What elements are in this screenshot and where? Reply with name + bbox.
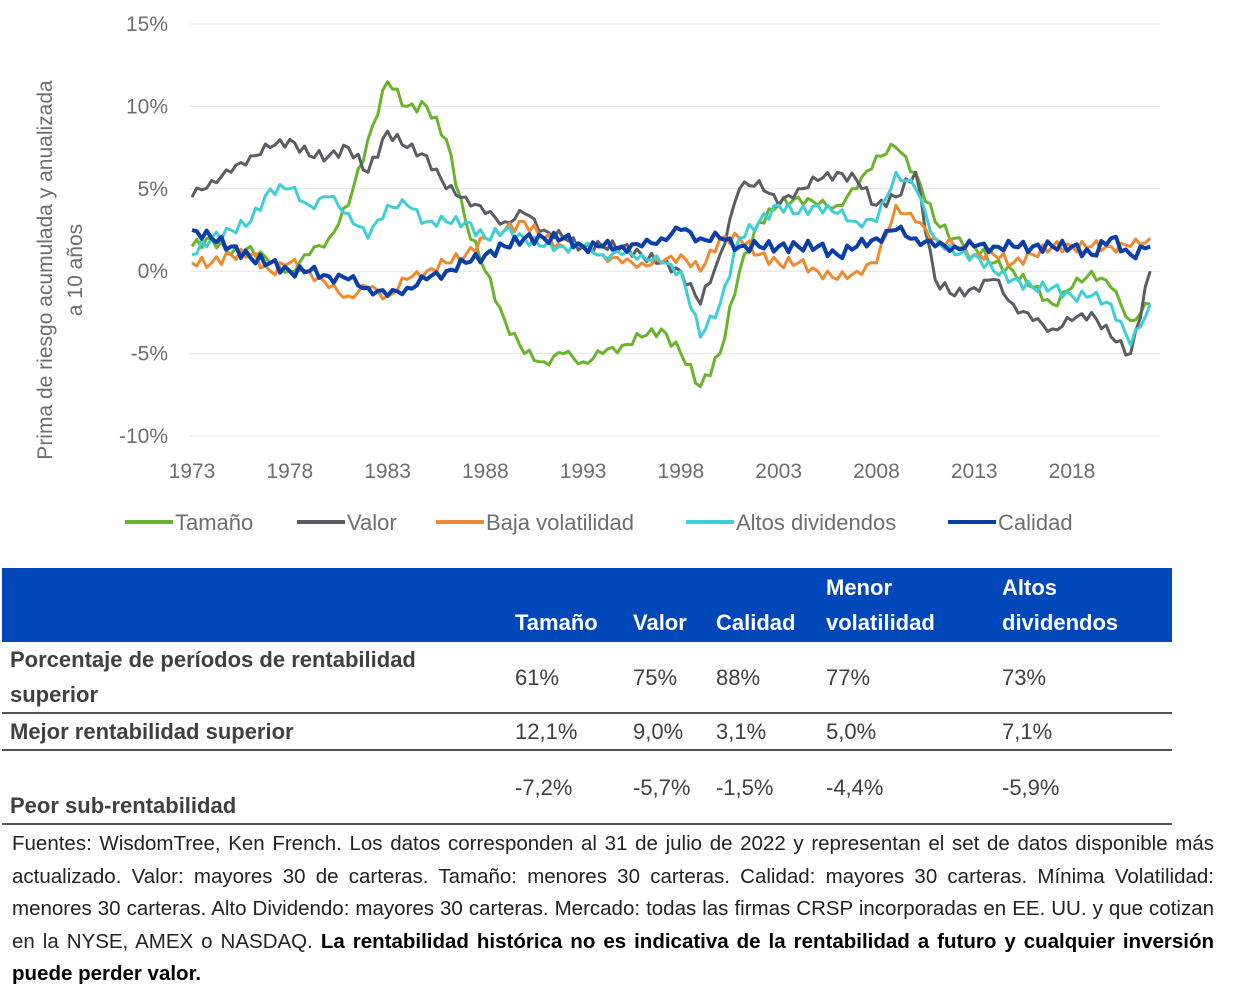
y-axis-label: Prima de riesgo acumulada y anualizada a … xyxy=(34,80,87,460)
table-cell: -1,5% xyxy=(708,750,818,825)
table-cell: 12,1% xyxy=(507,713,625,751)
factor-premium-chart: 15% 10% 5% 0% -5% -10% 1973 1978 1983 1988 1993 19… xyxy=(34,13,1160,535)
legend-label: Calidad xyxy=(998,510,1073,535)
table-cell: -5,7% xyxy=(625,750,708,825)
factor-stats-table: Tamaño Valor Calidad Menor volatilidad A… xyxy=(2,568,1172,825)
x-tick-label: 1978 xyxy=(266,460,313,483)
row-label: Peor sub-rentabilidad xyxy=(2,750,507,825)
x-tick-label: 1998 xyxy=(658,460,705,483)
series-line-altos-dividendos xyxy=(191,170,1152,347)
row-label: Mejor rentabilidad superior xyxy=(2,713,507,751)
table-cell: 7,1% xyxy=(994,713,1172,751)
legend-label: Baja volatilidad xyxy=(486,510,634,535)
footnote: Fuentes: WisdomTree, Ken French. Los dat… xyxy=(12,828,1214,991)
x-tick-label: 2018 xyxy=(1049,460,1096,483)
table-cell: 88% xyxy=(708,642,818,714)
x-tick-label: 2003 xyxy=(755,460,802,483)
series-line-calidad xyxy=(191,224,1151,298)
header-calidad: Calidad xyxy=(708,568,818,642)
y-tick-label: 0% xyxy=(138,260,168,283)
legend-label: Valor xyxy=(347,510,397,535)
footnote-text: Fuentes: WisdomTree, Ken French. Los dat… xyxy=(12,832,1214,953)
x-tick-label: 1983 xyxy=(364,460,411,483)
table-cell: 3,1% xyxy=(708,713,818,751)
table-cell: 73% xyxy=(994,642,1172,714)
table-cell: -5,9% xyxy=(994,750,1172,825)
y-tick-label: 10% xyxy=(126,95,168,118)
table-row: Mejor rentabilidad superior 12,1% 9,0% 3,1%… xyxy=(2,713,1172,751)
table-header-row: Tamaño Valor Calidad Menor volatilidad A… xyxy=(2,568,1172,642)
y-tick-label: -5% xyxy=(131,343,168,366)
x-tick-label: 1988 xyxy=(462,460,509,483)
table-cell: -7,2% xyxy=(507,750,625,825)
table-cell: 9,0% xyxy=(625,713,708,751)
x-tick-label: 2008 xyxy=(853,460,900,483)
x-tick-label: 1973 xyxy=(169,460,216,483)
table-cell: -4,4% xyxy=(818,750,994,825)
row-label: Porcentaje de períodos de rentabilidad s… xyxy=(2,642,507,714)
y-tick-label: 5% xyxy=(138,178,168,201)
table-cell: 77% xyxy=(818,642,994,714)
table-cell: 61% xyxy=(507,642,625,714)
header-tamano: Tamaño xyxy=(507,568,625,642)
legend-label: Altos dividendos xyxy=(736,510,896,535)
table-cell: 75% xyxy=(625,642,708,714)
header-empty xyxy=(2,568,507,642)
legend: Tamaño Valor Baja volatilidad Altos dividen… xyxy=(125,510,1073,535)
y-tick-label: -10% xyxy=(119,425,168,448)
series-line-valor xyxy=(190,129,1152,357)
footnote-disclaimer: La rentabilidad histórica no es indicati… xyxy=(12,929,1214,986)
header-valor: Valor xyxy=(625,568,708,642)
x-tick-label: 1993 xyxy=(560,460,607,483)
table-row: Porcentaje de períodos de rentabilidad s… xyxy=(2,642,1172,714)
legend-label: Tamaño xyxy=(175,510,253,535)
y-tick-label: 15% xyxy=(126,13,168,36)
x-tick-label: 2013 xyxy=(951,460,998,483)
header-menor-volatilidad: Menor volatilidad xyxy=(818,568,994,642)
table-row: Peor sub-rentabilidad -7,2% -5,7% -1,5% -4,4… xyxy=(2,750,1172,825)
series-line-baja-volatilidad xyxy=(191,203,1152,301)
table-cell: 5,0% xyxy=(818,713,994,751)
header-altos-dividendos: Altos dividendos xyxy=(994,568,1172,642)
